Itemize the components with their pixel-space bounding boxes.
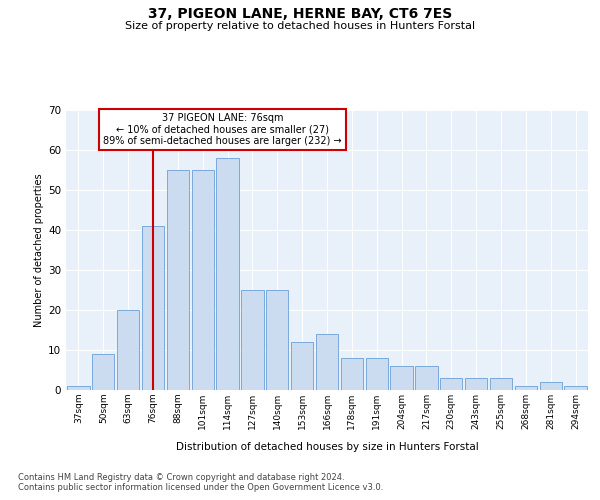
Text: Contains HM Land Registry data © Crown copyright and database right 2024.: Contains HM Land Registry data © Crown c…: [18, 472, 344, 482]
Text: Size of property relative to detached houses in Hunters Forstal: Size of property relative to detached ho…: [125, 21, 475, 31]
Bar: [117, 310, 139, 390]
Bar: [241, 290, 263, 390]
Bar: [539, 382, 562, 390]
Bar: [92, 354, 115, 390]
Bar: [316, 334, 338, 390]
Bar: [167, 170, 189, 390]
Bar: [341, 358, 363, 390]
Bar: [440, 378, 463, 390]
Bar: [291, 342, 313, 390]
Text: 37, PIGEON LANE, HERNE BAY, CT6 7ES: 37, PIGEON LANE, HERNE BAY, CT6 7ES: [148, 8, 452, 22]
Bar: [217, 158, 239, 390]
Text: 37 PIGEON LANE: 76sqm
← 10% of detached houses are smaller (27)
89% of semi-deta: 37 PIGEON LANE: 76sqm ← 10% of detached …: [103, 113, 342, 146]
Bar: [391, 366, 413, 390]
Bar: [142, 226, 164, 390]
Bar: [465, 378, 487, 390]
Bar: [565, 386, 587, 390]
Bar: [490, 378, 512, 390]
Bar: [67, 386, 89, 390]
Bar: [415, 366, 437, 390]
Bar: [191, 170, 214, 390]
Text: Contains public sector information licensed under the Open Government Licence v3: Contains public sector information licen…: [18, 484, 383, 492]
Bar: [365, 358, 388, 390]
Bar: [515, 386, 537, 390]
Text: Distribution of detached houses by size in Hunters Forstal: Distribution of detached houses by size …: [176, 442, 478, 452]
Bar: [266, 290, 289, 390]
Y-axis label: Number of detached properties: Number of detached properties: [34, 173, 44, 327]
